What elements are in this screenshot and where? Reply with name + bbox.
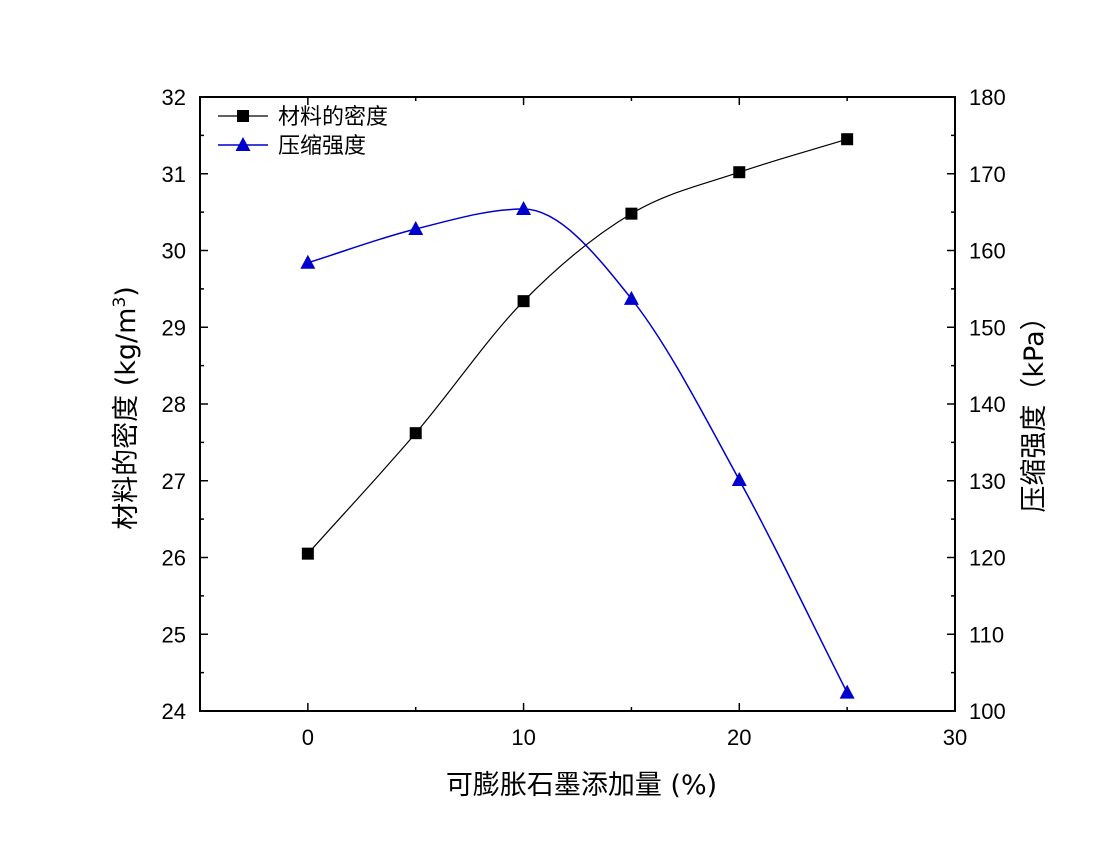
data-point-density	[841, 133, 854, 146]
left-y-tick-label: 28	[162, 392, 186, 417]
series-line-density	[307, 138, 848, 555]
series-line-compressive-strength	[307, 208, 848, 693]
right-y-axis-title: 压缩强度（kPa）	[1019, 303, 1050, 512]
plot-area-frame	[199, 96, 956, 712]
right-y-tick-label: 110	[969, 622, 1004, 647]
data-point-compressive-strength	[408, 221, 424, 236]
legend-label-compressive-strength: 压缩强度	[278, 134, 366, 159]
right-y-tick-label: 150	[969, 315, 1006, 340]
legend-label-density: 材料的密度	[278, 105, 388, 130]
x-axis-title: 可膨胀石墨添加量 (%)	[446, 770, 717, 801]
left-y-tick-label: 25	[162, 622, 186, 647]
data-point-density	[733, 166, 746, 179]
left-y-axis-title-close: )	[111, 286, 142, 297]
right-y-tick-label: 170	[969, 162, 1006, 187]
left-y-axis-title: 材料的密度 (kg/m3)	[110, 286, 142, 530]
x-tick-label: 30	[943, 725, 967, 750]
left-y-tick-label: 30	[162, 239, 186, 264]
data-point-density	[409, 427, 422, 440]
axis-ticks	[199, 96, 956, 712]
left-y-tick-label: 31	[162, 162, 186, 187]
legend: 材料的密度 压缩强度	[218, 105, 388, 159]
data-point-compressive-strength	[623, 290, 639, 305]
legend-marker-compressive-strength	[235, 137, 251, 151]
series-layer	[300, 133, 855, 699]
left-y-tick-label: 26	[162, 546, 186, 571]
x-tick-label: 0	[302, 725, 314, 750]
data-point-compressive-strength	[516, 201, 532, 216]
right-y-tick-label: 130	[969, 469, 1006, 494]
x-tick-label: 20	[727, 725, 751, 750]
right-y-tick-label: 100	[969, 699, 1006, 724]
data-point-compressive-strength	[731, 471, 747, 486]
tick-labels: 0 10 20 30 24 25 26 27 28 29 30 31 32 100 110 120 130 140…	[162, 85, 1006, 750]
left-y-tick-label: 29	[162, 315, 186, 340]
right-y-tick-label: 180	[969, 85, 1006, 110]
left-y-tick-label: 32	[162, 85, 186, 110]
x-tick-label: 10	[511, 725, 535, 750]
left-y-tick-label: 24	[162, 699, 186, 724]
left-y-tick-label: 27	[162, 469, 186, 494]
data-point-density	[625, 207, 638, 220]
left-y-axis-title-superscript: 3	[110, 297, 130, 308]
data-point-density	[517, 295, 530, 308]
data-point-compressive-strength	[300, 254, 316, 269]
data-point-density	[301, 547, 314, 560]
right-y-tick-label: 120	[969, 546, 1006, 571]
data-point-compressive-strength	[839, 684, 855, 699]
left-y-axis-title-main: 材料的密度 (kg/m	[111, 308, 142, 530]
right-y-tick-label: 140	[969, 392, 1006, 417]
right-y-tick-label: 160	[969, 239, 1006, 264]
legend-marker-density	[237, 110, 249, 122]
